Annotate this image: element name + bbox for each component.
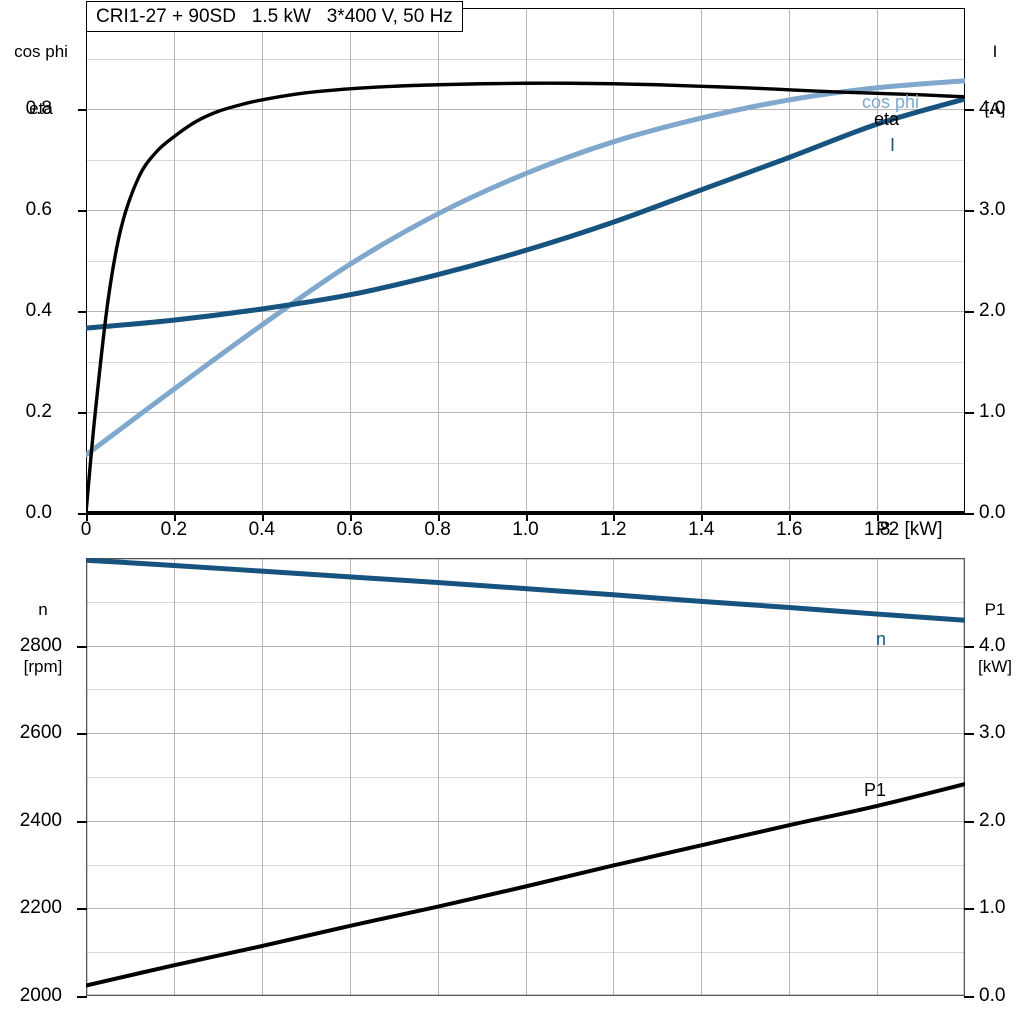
top-right-tick: 0.0 bbox=[979, 502, 1006, 523]
top-left-tick: 0.8 bbox=[25, 98, 52, 119]
top-left-tick-mark bbox=[78, 210, 87, 212]
bottom-plot-frame bbox=[86, 558, 965, 996]
bottom-left-tick: 2600 bbox=[19, 722, 62, 744]
top-x-tick-mark bbox=[701, 511, 704, 521]
bottom-right-tick: 2.0 bbox=[979, 809, 1006, 831]
bottom-left-tick: 2000 bbox=[19, 985, 62, 1006]
bottom-left-axis-label: n [rpm] bbox=[6, 562, 80, 714]
speed-curve-label: n bbox=[876, 629, 887, 649]
top-right-tick: 3.0 bbox=[979, 199, 1006, 220]
top-x-tick: 1.4 bbox=[688, 519, 715, 540]
top-x-tick-mark bbox=[349, 511, 352, 521]
chart-title: CRI1-27 + 90SD 1.5 kW 3*400 V, 50 Hz bbox=[86, 1, 463, 32]
top-x-tick-mark bbox=[525, 511, 528, 521]
top-x-tick: 1.2 bbox=[600, 519, 627, 540]
top-grid-major bbox=[87, 9, 964, 512]
bottom-left-tick: 2200 bbox=[19, 897, 62, 919]
top-plot-area bbox=[86, 8, 965, 513]
bottom-right-axis-label-line1: P1 bbox=[984, 600, 1006, 619]
top-right-tick-mark bbox=[964, 412, 974, 414]
top-left-tick-mark bbox=[78, 311, 87, 313]
bottom-left-tick: 2800 bbox=[19, 634, 62, 656]
bottom-right-tick: 1.0 bbox=[979, 897, 1006, 919]
top-x-tick: 1.6 bbox=[775, 519, 803, 540]
bottom-left-tick-mark bbox=[77, 996, 87, 998]
eta-curve-label: eta bbox=[874, 109, 900, 129]
eta-curve bbox=[86, 81, 965, 513]
bottom-left-tick-mark bbox=[77, 908, 87, 911]
bottom-left-tick-mark bbox=[77, 820, 87, 823]
top-left-tick: 0.0 bbox=[25, 502, 52, 523]
top-x-axis-line bbox=[86, 511, 965, 515]
top-x-tick-mark bbox=[437, 511, 440, 521]
speed-curve bbox=[86, 558, 965, 623]
top-right-axis-label-line2: [A] bbox=[984, 99, 1006, 118]
top-left-axis-label-line1: cos phi bbox=[14, 42, 68, 61]
bottom-right-tick: 3.0 bbox=[979, 722, 1006, 744]
top-right-tick-mark bbox=[964, 210, 974, 212]
top-left-tick-mark bbox=[78, 513, 87, 515]
bottom-left-axis-label-line1: n bbox=[38, 600, 48, 619]
bottom-left-tick: 2400 bbox=[19, 809, 62, 831]
power-curve bbox=[86, 782, 965, 988]
top-left-tick-mark bbox=[78, 109, 87, 111]
bottom-left-tick-mark bbox=[77, 733, 87, 736]
bottom-right-axis-label-line2: [kW] bbox=[978, 657, 1012, 676]
cos-phi-curve bbox=[86, 78, 965, 458]
bottom-plot-area bbox=[86, 558, 965, 996]
top-right-tick-mark bbox=[964, 311, 974, 313]
top-x-tick-mark bbox=[261, 511, 264, 521]
current-curve bbox=[86, 96, 965, 331]
top-x-tick-mark bbox=[86, 511, 88, 521]
top-x-tick: 1.0 bbox=[512, 519, 539, 540]
top-x-tick: 0.4 bbox=[248, 519, 275, 540]
top-x-axis-label: P2 [kW] bbox=[876, 519, 943, 540]
top-right-axis-label-line1: I bbox=[992, 42, 998, 61]
bottom-right-tick-mark bbox=[964, 908, 974, 911]
bottom-right-tick-mark bbox=[964, 733, 974, 736]
bottom-grid-major bbox=[87, 559, 964, 995]
top-right-tick: 4.0 bbox=[979, 98, 1006, 119]
top-left-tick: 0.6 bbox=[25, 199, 52, 220]
top-x-tick: 1.8 bbox=[863, 519, 891, 540]
top-plot-svg bbox=[86, 8, 965, 513]
top-x-tick-mark bbox=[613, 511, 616, 521]
top-x-tick: 0.6 bbox=[336, 519, 363, 540]
top-x-tick-mark bbox=[173, 511, 176, 521]
cos-phi-curve-label: cos phi bbox=[862, 92, 920, 112]
top-x-tick: 0.2 bbox=[160, 519, 188, 540]
top-right-tick: 2.0 bbox=[979, 300, 1006, 321]
top-x-tick: 0 bbox=[80, 519, 92, 540]
top-left-tick: 0.4 bbox=[25, 300, 52, 321]
top-left-axis-label: cos phi eta bbox=[2, 4, 80, 156]
top-right-tick: 1.0 bbox=[979, 401, 1006, 422]
bottom-right-tick: 0.0 bbox=[979, 985, 1006, 1006]
bottom-right-axis-label: P1 [kW] bbox=[968, 562, 1022, 714]
current-curve-label: I bbox=[890, 135, 896, 155]
top-left-axis-label-line2: eta bbox=[29, 99, 53, 118]
bottom-right-tick: 4.0 bbox=[979, 634, 1006, 656]
bottom-left-axis-label-line2: [rpm] bbox=[23, 657, 63, 676]
top-left-tick: 0.2 bbox=[25, 401, 52, 422]
bottom-right-tick-mark bbox=[964, 996, 974, 998]
top-right-axis-label: I [A] bbox=[968, 4, 1022, 156]
top-x-tick-mark bbox=[789, 511, 792, 521]
top-right-tick-mark bbox=[964, 513, 974, 515]
top-x-tick: 0.8 bbox=[424, 519, 451, 540]
bottom-left-tick-mark bbox=[77, 645, 87, 648]
bottom-plot-svg bbox=[86, 558, 965, 996]
bottom-right-tick-mark bbox=[964, 820, 974, 823]
top-x-tick-mark bbox=[877, 511, 880, 521]
bottom-grid-minor bbox=[87, 602, 964, 953]
top-grid-minor bbox=[87, 59, 964, 464]
bottom-right-tick-mark bbox=[964, 645, 974, 648]
power-curve-label: P1 bbox=[864, 780, 887, 800]
top-left-tick-mark bbox=[78, 412, 87, 414]
top-right-tick-mark bbox=[964, 109, 974, 111]
